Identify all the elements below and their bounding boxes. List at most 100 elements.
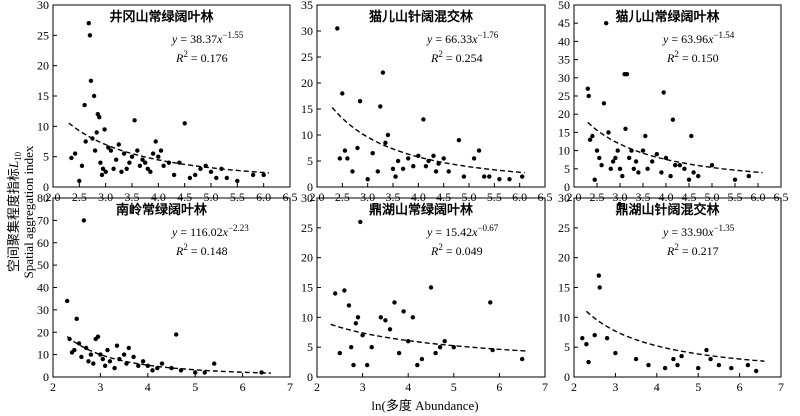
data-point [451, 345, 456, 350]
data-point [369, 345, 374, 350]
data-point [358, 219, 363, 225]
data-point [596, 273, 601, 278]
panel-title: 鼎湖山常绿阔叶林 [369, 202, 473, 217]
data-point [107, 359, 113, 364]
data-point [378, 104, 383, 109]
data-point [100, 166, 106, 171]
data-point [87, 33, 93, 38]
fit-curve [66, 335, 271, 374]
data-point [132, 118, 137, 123]
data-point [385, 132, 391, 138]
data-point [471, 156, 477, 161]
data-point [426, 158, 431, 164]
data-point [174, 332, 179, 337]
r-squared: R2 = 0.217 [666, 242, 719, 258]
x-tick-label: 4.5 [177, 190, 192, 204]
data-point [145, 363, 150, 368]
data-point [704, 347, 709, 353]
data-point [613, 155, 618, 161]
data-point [65, 298, 70, 304]
data-point [127, 160, 132, 165]
data-point [214, 175, 219, 181]
x-tick-label: 5 [192, 380, 198, 394]
y-tick-label: 25 [37, 28, 49, 42]
y-tick-label: 80 [37, 191, 49, 205]
data-point [636, 170, 641, 175]
data-point [592, 333, 597, 338]
x-tick-label: 3 [360, 380, 366, 394]
data-point [490, 347, 495, 353]
data-point [342, 288, 347, 293]
x-tick-label: 5.5 [728, 190, 743, 204]
data-point [679, 353, 684, 359]
x-tick-label: 3.5 [386, 190, 401, 204]
y-tick-label: 10 [558, 310, 570, 324]
x-tick-label: 2.5 [335, 190, 350, 204]
data-point [346, 303, 352, 308]
data-point [121, 352, 127, 357]
data-point [590, 133, 595, 139]
data-point [375, 169, 380, 174]
y-tick-label: 25 [301, 50, 313, 64]
data-point [627, 155, 632, 161]
data-point [696, 173, 701, 179]
data-point [633, 159, 639, 164]
data-point [411, 164, 416, 169]
data-point [84, 345, 89, 351]
data-point [691, 170, 696, 175]
r-squared: R2 = 0.254 [430, 49, 483, 65]
data-point [393, 174, 398, 179]
data-point [92, 148, 98, 153]
data-point [121, 151, 127, 156]
data-point [340, 91, 345, 96]
data-point [383, 318, 388, 323]
y-axis-title-en: Spatial aggregation index [21, 145, 36, 278]
fit-equation: y = 15.42x−0.67 [426, 223, 499, 239]
fit-equation: y = 33.90x−1.35 [662, 223, 735, 239]
data-point [406, 339, 411, 344]
data-point [333, 291, 338, 296]
data-point [261, 172, 266, 178]
y-tick-label: 5 [564, 340, 570, 354]
data-point [193, 370, 198, 375]
fit-equation: y = 63.96x−1.54 [662, 30, 735, 46]
x-tick-label: 6 [240, 380, 246, 394]
data-point [620, 173, 625, 179]
y-tick-label: 5 [564, 162, 570, 176]
data-point [682, 166, 687, 171]
x-tick-label: 5.5 [487, 190, 502, 204]
data-point [111, 166, 116, 171]
data-point [337, 350, 342, 356]
data-point [177, 160, 182, 165]
y-tick-label: 0 [564, 180, 570, 194]
data-point [224, 175, 229, 181]
data-point [677, 163, 682, 168]
x-tick-label: 4 [405, 380, 411, 394]
panel-4: 0 10 20 30 40 50 60 70 80 2 3 4 5 6 7 南岭常绿阔叶林 y = 116.02… [37, 191, 293, 394]
data-point [72, 347, 77, 353]
data-point [102, 127, 107, 132]
x-tick-label: 4.0 [659, 190, 674, 204]
data-point [100, 356, 106, 362]
data-point [349, 345, 354, 350]
data-point [212, 361, 217, 366]
data-point [98, 160, 103, 165]
data-point [668, 173, 673, 179]
y-tick-label: 10 [558, 144, 570, 158]
data-point [446, 169, 451, 174]
data-point [153, 139, 158, 144]
data-point [148, 169, 153, 174]
x-tick-label: 5.0 [705, 190, 720, 204]
data-point [732, 177, 738, 182]
panel-title: 猫儿山针阔混交林 [369, 9, 473, 24]
y-tick-label: 70 [37, 213, 49, 227]
data-point [686, 177, 692, 182]
data-point [673, 163, 678, 168]
data-point [97, 115, 102, 120]
x-tick-label: 3.5 [125, 190, 140, 204]
data-point [708, 356, 713, 362]
data-point [646, 362, 651, 368]
x-tick-label: 6 [737, 380, 743, 394]
x-tick-label: 6.0 [512, 190, 527, 204]
